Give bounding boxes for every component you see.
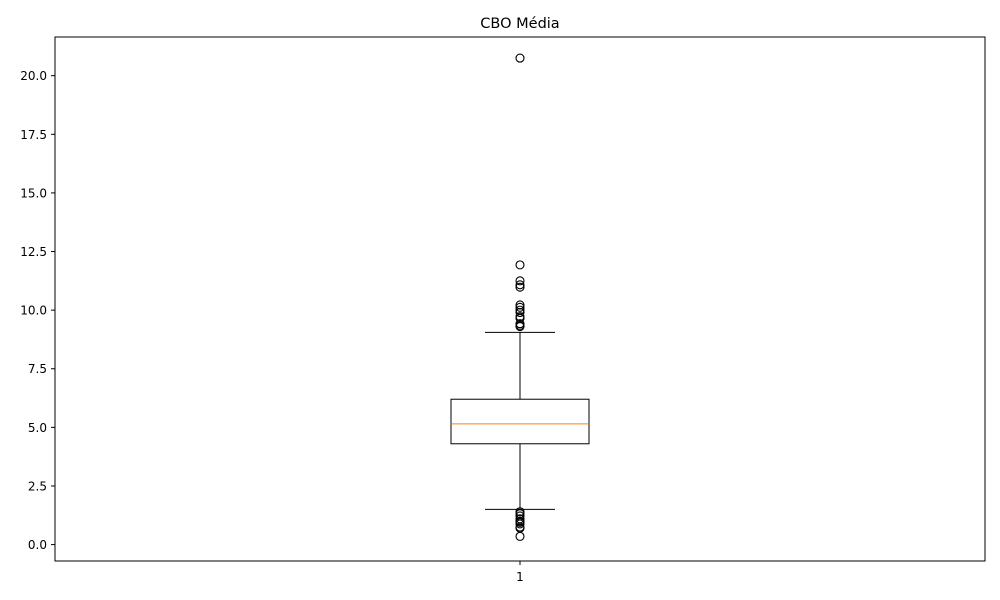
outlier-point bbox=[515, 276, 525, 286]
outlier-point bbox=[515, 282, 525, 292]
outlier-point bbox=[515, 53, 525, 63]
chart-title: CBO Média bbox=[480, 16, 559, 32]
outlier-point bbox=[515, 321, 525, 332]
outlier-point bbox=[515, 280, 525, 290]
y-tick-label: 15.0 bbox=[20, 186, 47, 200]
y-tick-label: 2.5 bbox=[28, 479, 47, 493]
outlier-point bbox=[515, 531, 525, 541]
x-tick-label: 1 bbox=[516, 570, 524, 584]
y-tick-label: 10.0 bbox=[20, 304, 47, 318]
outlier-point bbox=[515, 260, 525, 270]
y-tick-label: 7.5 bbox=[28, 362, 47, 376]
outlier-point bbox=[515, 307, 525, 318]
iqr-box bbox=[450, 398, 590, 445]
x-axis: 1 bbox=[516, 561, 524, 584]
y-tick-label: 12.5 bbox=[20, 245, 47, 259]
y-axis: 0.0 2.5 5.0 7.5 10.0 12.5 15.0 17.5 20.0 bbox=[20, 69, 55, 552]
y-tick-label: 5.0 bbox=[28, 421, 47, 435]
outlier-point bbox=[515, 302, 525, 312]
y-tick-label: 17.5 bbox=[20, 128, 47, 142]
outlier-point bbox=[515, 519, 525, 529]
y-tick-label: 0.0 bbox=[28, 538, 47, 552]
y-tick-label: 20.0 bbox=[20, 69, 47, 83]
box-series bbox=[450, 53, 590, 541]
